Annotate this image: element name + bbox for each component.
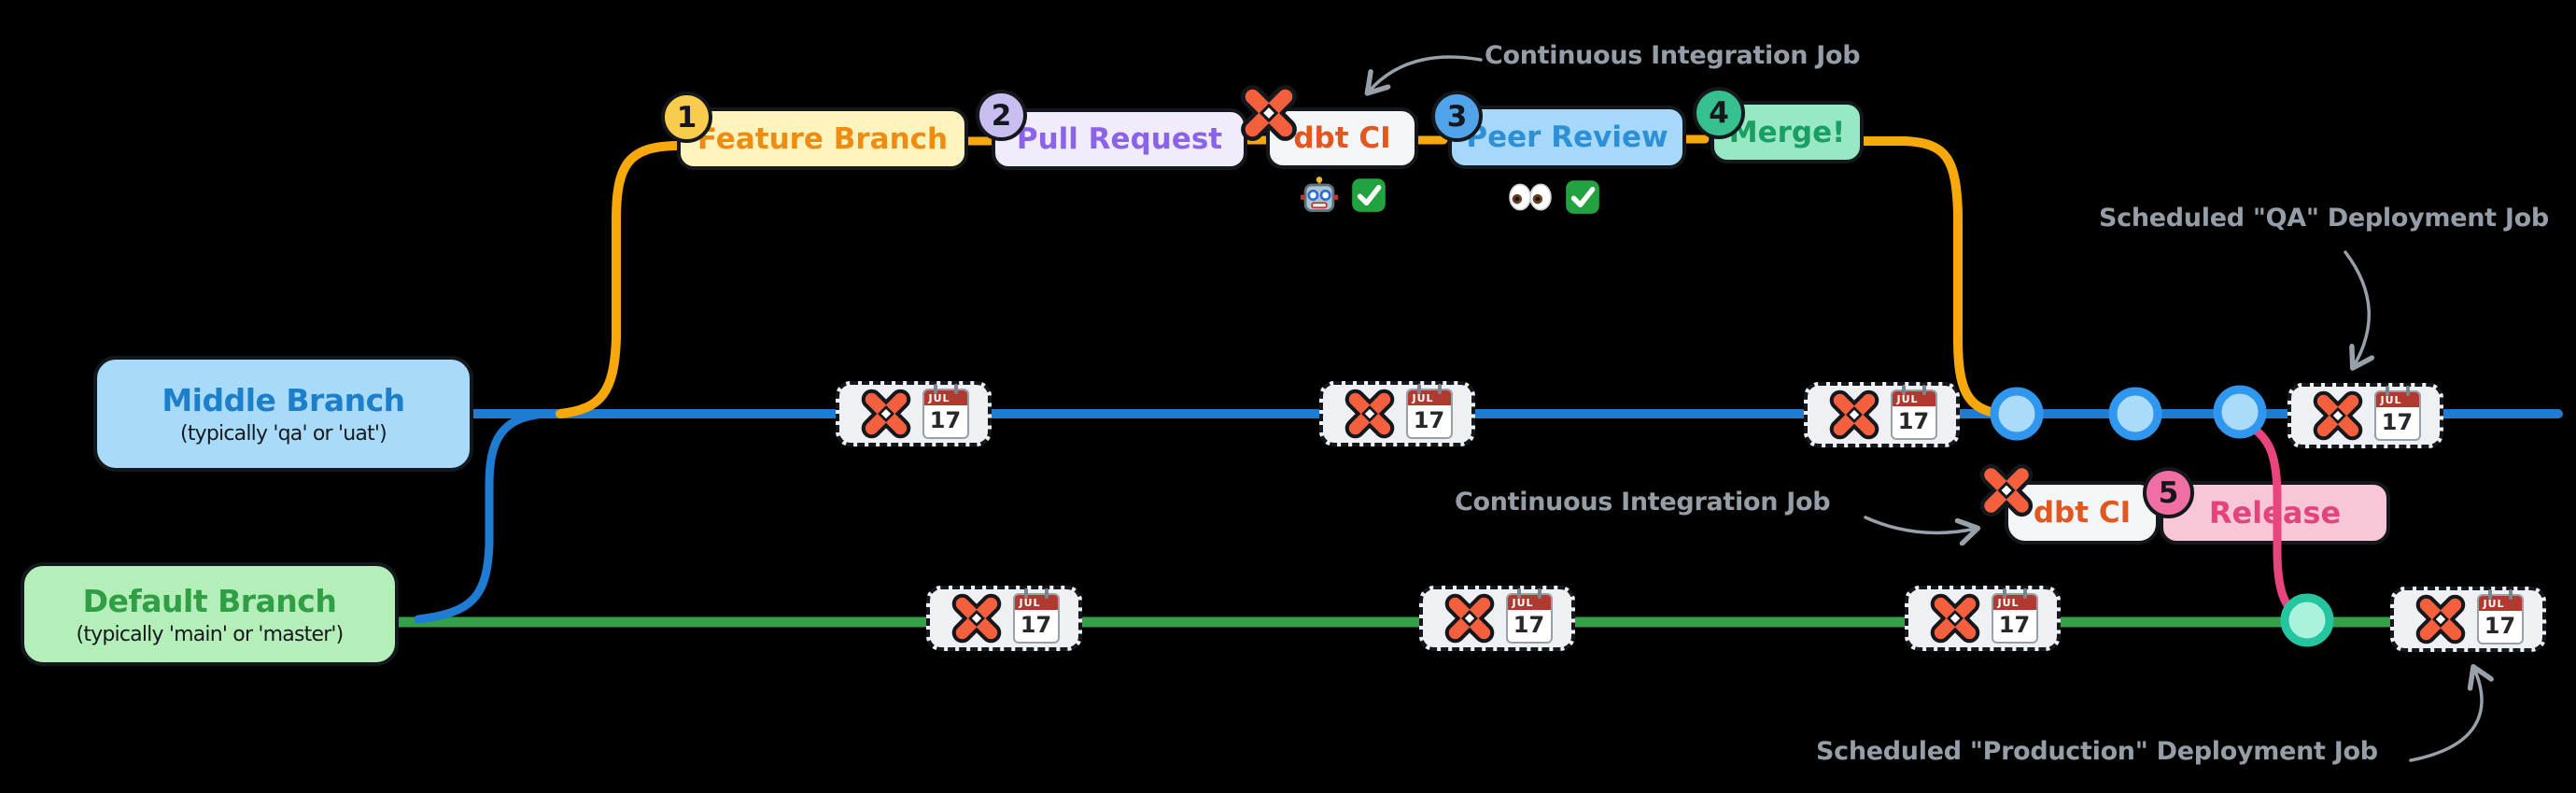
scheduled-job-node: JUL 17: [1419, 586, 1575, 651]
feature-branch-step: Feature Branch: [677, 107, 968, 170]
dbt-ci-release-node: dbt CI: [2005, 481, 2160, 545]
calendar-icon: JUL 17: [922, 384, 969, 439]
scheduled-job-node: JUL 17: [1905, 586, 2061, 651]
pull-request-step-label: Pull Request: [1016, 122, 1223, 156]
dbt-logo-icon: [1928, 591, 1982, 645]
production-deployment-job-node: JUL 17: [2390, 587, 2546, 652]
commit-dot: [2213, 385, 2267, 439]
middle-branch-subtitle: (typically 'qa' or 'uat'): [180, 422, 387, 446]
calendar-icon: JUL 17: [1890, 385, 1937, 440]
check-mark-icon: [1352, 178, 1386, 212]
dbt-logo-icon: [2311, 389, 2365, 443]
calendar-icon: JUL 17: [1405, 384, 1453, 439]
scheduled-job-node: JUL 17: [1804, 382, 1960, 447]
dbt-ci-release-label: dbt CI: [2033, 496, 2132, 530]
qa-deployment-annotation: Scheduled "QA" Deployment Job: [2099, 204, 2549, 233]
check-mark-icon: [1566, 180, 1599, 214]
commit-dot: [2108, 387, 2162, 441]
middle-branch-label: Middle Branch (typically 'qa' or 'uat'): [93, 356, 473, 472]
step-3-badge: 3: [1431, 91, 1483, 142]
peer-review-step-label: Peer Review: [1466, 120, 1668, 154]
release-merge-dot: [2280, 593, 2334, 647]
scheduled-job-node: JUL 17: [926, 586, 1082, 651]
step-1-badge: 1: [661, 92, 712, 143]
qa-deployment-job-node: JUL 17: [2287, 383, 2443, 448]
dbt-logo-icon: [1978, 461, 2035, 519]
default-branch-title: Default Branch: [82, 582, 337, 619]
release-step-label: Release: [2208, 495, 2342, 531]
calendar-icon: JUL 17: [2373, 386, 2421, 441]
dbt-logo-icon: [1827, 388, 1881, 442]
arrow-ci-release: [1864, 516, 1976, 532]
ci-job-annotation-release: Continuous Integration Job: [1455, 488, 1831, 517]
merge-step-label: Merge!: [1728, 115, 1846, 149]
scheduled-job-node: JUL 17: [836, 381, 992, 446]
ci-bot-status: [1301, 176, 1387, 215]
dbt-ci-top-label: dbt CI: [1293, 121, 1391, 155]
calendar-icon: JUL 17: [2476, 589, 2524, 644]
peer-review-status: [1509, 179, 1600, 215]
robot-icon: [1301, 177, 1338, 212]
arrow-prod-deploy: [2409, 669, 2482, 762]
step-4-badge: 4: [1693, 87, 1745, 139]
ci-job-annotation-top: Continuous Integration Job: [1485, 41, 1861, 70]
dbt-logo-icon: [2414, 592, 2468, 646]
default-branch-subtitle: (typically 'main' or 'master'): [76, 622, 345, 646]
default-branch-label: Default Branch (typically 'main' or 'mas…: [21, 562, 399, 666]
calendar-icon: JUL 17: [1991, 588, 2038, 644]
release-step: Release: [2160, 481, 2390, 545]
dbt-logo-icon: [1238, 82, 1300, 144]
arrow-qa-deploy: [2344, 250, 2369, 366]
arrow-ci-top: [1369, 55, 1483, 92]
calendar-icon: JUL 17: [1012, 588, 1060, 644]
dbt-logo-icon: [1343, 387, 1397, 441]
feature-branch-step-label: Feature Branch: [697, 121, 949, 156]
dbt-logo-icon: [1443, 591, 1497, 645]
production-deployment-annotation: Scheduled "Production" Deployment Job: [1816, 737, 2378, 766]
middle-branch-title: Middle Branch: [162, 382, 405, 418]
scheduled-job-node: JUL 17: [1319, 381, 1475, 446]
pull-request-step: Pull Request: [992, 108, 1247, 170]
calendar-icon: JUL 17: [1505, 588, 1553, 644]
dbt-logo-icon: [950, 591, 1004, 645]
step-2-badge: 2: [976, 90, 1027, 141]
peer-review-step: Peer Review: [1448, 106, 1686, 169]
eyes-icon: [1509, 183, 1552, 211]
dbt-logo-icon: [859, 387, 913, 441]
commit-dot: [1990, 387, 2044, 441]
step-5-badge: 5: [2143, 467, 2194, 518]
